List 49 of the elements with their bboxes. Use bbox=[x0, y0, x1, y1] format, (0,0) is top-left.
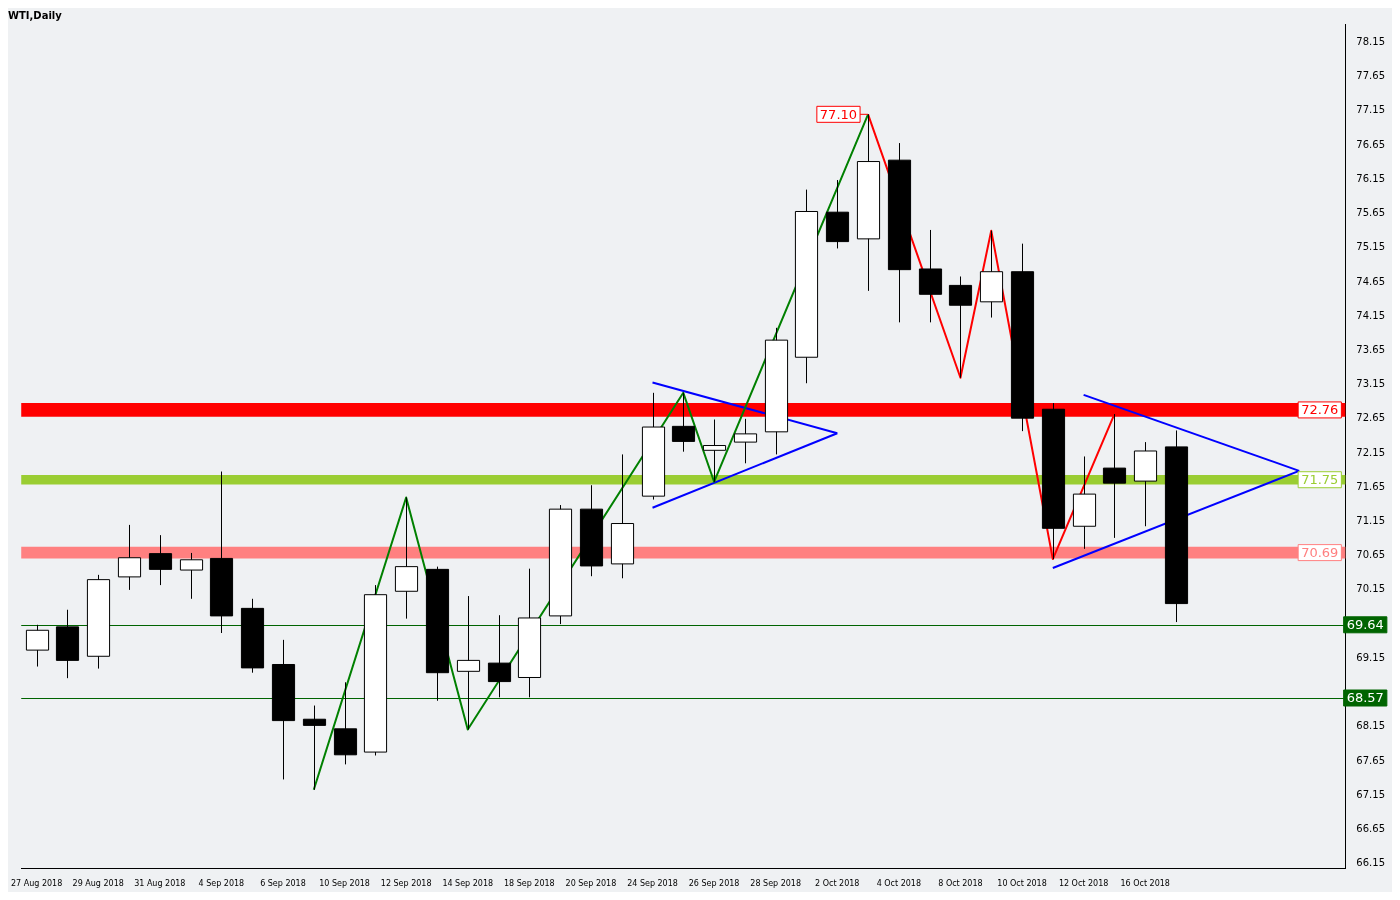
y-tick-label: 66.65 bbox=[1356, 822, 1386, 834]
ref-line-label: 69.64 bbox=[1346, 617, 1384, 633]
x-tick-label: 28 Sep 2018 bbox=[750, 879, 802, 889]
chart-title: WTI,Daily bbox=[8, 9, 63, 21]
x-tick-label: 4 Sep 2018 bbox=[198, 879, 245, 889]
band-label: 71.75 bbox=[1301, 472, 1339, 488]
x-tick-label: 16 Oct 2018 bbox=[1120, 879, 1170, 889]
y-tick-label: 66.15 bbox=[1356, 857, 1386, 869]
x-tick-label: 2 Oct 2018 bbox=[815, 879, 860, 889]
x-tick-label: 20 Sep 2018 bbox=[565, 879, 617, 889]
y-tick-label: 72.15 bbox=[1356, 446, 1386, 458]
band-label: 70.69 bbox=[1301, 544, 1339, 560]
x-tick-label: 4 Oct 2018 bbox=[876, 879, 922, 889]
x-tick-label: 8 Oct 2018 bbox=[938, 879, 983, 889]
y-tick-label: 71.65 bbox=[1356, 480, 1386, 492]
x-tick-label: 29 Aug 2018 bbox=[72, 879, 124, 889]
x-tick-label: 31 Aug 2018 bbox=[134, 879, 186, 889]
x-tick-label: 27 Aug 2018 bbox=[11, 879, 63, 889]
y-tick-label: 77.65 bbox=[1356, 70, 1386, 82]
y-tick-label: 68.15 bbox=[1356, 720, 1386, 732]
x-tick-label: 12 Oct 2018 bbox=[1058, 879, 1109, 889]
x-tick-label: 26 Sep 2018 bbox=[688, 879, 740, 889]
x-tick-label: 6 Sep 2018 bbox=[260, 879, 306, 889]
x-tick-label: 10 Oct 2018 bbox=[997, 879, 1047, 889]
y-tick-label: 70.65 bbox=[1356, 549, 1386, 561]
y-tick-label: 67.65 bbox=[1356, 754, 1386, 766]
y-tick-label: 67.15 bbox=[1356, 788, 1386, 800]
annotation: 77.10 bbox=[819, 106, 858, 122]
ref-line-label: 68.57 bbox=[1346, 690, 1384, 706]
x-tick-label: 14 Sep 2018 bbox=[442, 879, 494, 889]
y-tick-label: 74.15 bbox=[1356, 309, 1386, 321]
x-tick-label: 18 Sep 2018 bbox=[503, 879, 555, 889]
y-tick-label: 69.15 bbox=[1356, 651, 1386, 663]
y-tick-label: 71.15 bbox=[1356, 515, 1386, 527]
y-tick-label: 74.65 bbox=[1356, 275, 1386, 287]
x-tick-label: 12 Sep 2018 bbox=[380, 879, 432, 889]
y-tick-label: 75.15 bbox=[1356, 241, 1386, 253]
y-tick-label: 70.15 bbox=[1356, 583, 1386, 595]
y-tick-label: 76.15 bbox=[1356, 172, 1386, 184]
y-tick-label: 73.65 bbox=[1356, 343, 1386, 355]
y-tick-label: 77.15 bbox=[1356, 104, 1386, 116]
y-tick-label: 73.15 bbox=[1356, 378, 1386, 390]
y-tick-label: 75.65 bbox=[1356, 207, 1386, 219]
x-tick-label: 10 Sep 2018 bbox=[319, 879, 370, 889]
y-tick-label: 78.15 bbox=[1356, 36, 1386, 48]
band-label: 72.76 bbox=[1301, 402, 1339, 418]
y-tick-label: 72.65 bbox=[1356, 412, 1386, 424]
y-tick-label: 76.65 bbox=[1356, 138, 1386, 150]
x-tick-label: 24 Sep 2018 bbox=[627, 879, 678, 889]
